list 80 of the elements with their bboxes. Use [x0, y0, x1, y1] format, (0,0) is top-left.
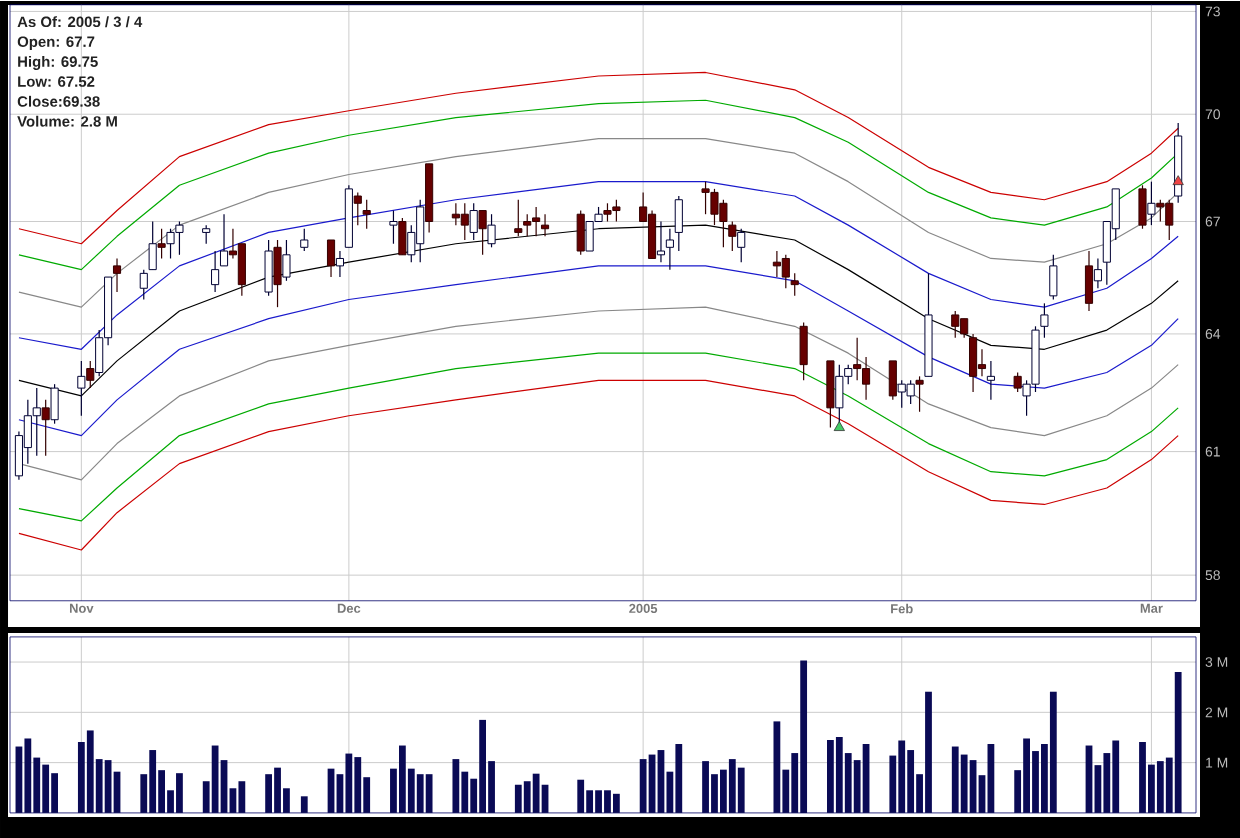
bar	[238, 780, 246, 813]
candlestick	[273, 238, 282, 308]
bar	[104, 759, 112, 813]
candlestick	[1156, 198, 1165, 222]
candlestick	[282, 238, 291, 281]
bar	[345, 753, 353, 813]
candlestick	[1093, 257, 1102, 289]
candlestick	[300, 227, 309, 252]
candlestick	[986, 359, 995, 401]
bar	[737, 767, 745, 813]
candlestick	[460, 202, 469, 241]
candlestick	[737, 227, 746, 263]
candlestick	[211, 249, 220, 293]
candlestick	[362, 198, 371, 229]
bar	[773, 720, 781, 813]
candlestick	[389, 209, 398, 244]
candlestick	[906, 379, 915, 405]
candlestick	[853, 336, 862, 381]
candlestick	[514, 198, 523, 237]
candlestick	[237, 242, 246, 297]
bar	[265, 773, 273, 813]
line-series	[18, 379, 1179, 551]
bar	[452, 758, 460, 813]
candlestick	[781, 253, 790, 289]
candlestick	[576, 209, 585, 255]
candlestick	[202, 224, 211, 244]
bar	[425, 773, 433, 813]
candlestick	[139, 268, 148, 300]
candlestick	[148, 220, 157, 270]
candlestick	[915, 375, 924, 412]
bar	[577, 779, 585, 813]
bar	[960, 754, 968, 813]
candlestick	[326, 238, 336, 278]
candlestick	[487, 213, 496, 248]
candlestick	[826, 359, 835, 428]
candlestick	[50, 383, 59, 424]
bar	[300, 795, 308, 813]
candlestick	[112, 257, 122, 293]
candlestick	[647, 209, 657, 259]
candlestick	[1084, 249, 1094, 312]
candlestick	[1013, 371, 1022, 393]
candlestick	[799, 321, 808, 381]
candlestick	[86, 359, 95, 389]
candlestick	[353, 191, 362, 226]
line-series	[18, 264, 1179, 436]
candlestick	[478, 209, 487, 255]
candlestick	[969, 332, 978, 393]
bar	[612, 793, 620, 813]
line-series	[18, 352, 1179, 522]
candlestick	[41, 398, 50, 456]
bar	[211, 745, 219, 813]
candlestick	[398, 216, 407, 255]
candlestick	[665, 227, 674, 270]
candlestick	[656, 220, 666, 263]
bar	[24, 738, 32, 813]
candlestick	[1138, 184, 1147, 229]
candlestick	[264, 238, 273, 297]
candlestick	[219, 213, 229, 267]
line-series	[18, 71, 1179, 244]
candlestick	[469, 202, 478, 241]
line-series	[18, 180, 1179, 350]
candlestick	[335, 249, 345, 278]
bar	[532, 773, 540, 813]
candlestick	[1049, 253, 1058, 300]
candlestick	[32, 387, 41, 456]
candlestick	[540, 213, 550, 237]
line-series	[18, 224, 1179, 397]
candlestick	[523, 213, 532, 237]
candlestick	[728, 220, 737, 252]
candlestick	[1040, 302, 1049, 338]
candlestick	[1147, 180, 1156, 226]
candlestick	[951, 309, 960, 338]
candlestick	[157, 227, 166, 259]
bar	[639, 758, 647, 813]
candlestick	[77, 359, 86, 416]
bar	[1049, 691, 1057, 813]
bar	[1174, 671, 1182, 813]
candlestick	[888, 359, 897, 401]
candlestick	[674, 194, 683, 252]
candlestick	[790, 272, 799, 297]
